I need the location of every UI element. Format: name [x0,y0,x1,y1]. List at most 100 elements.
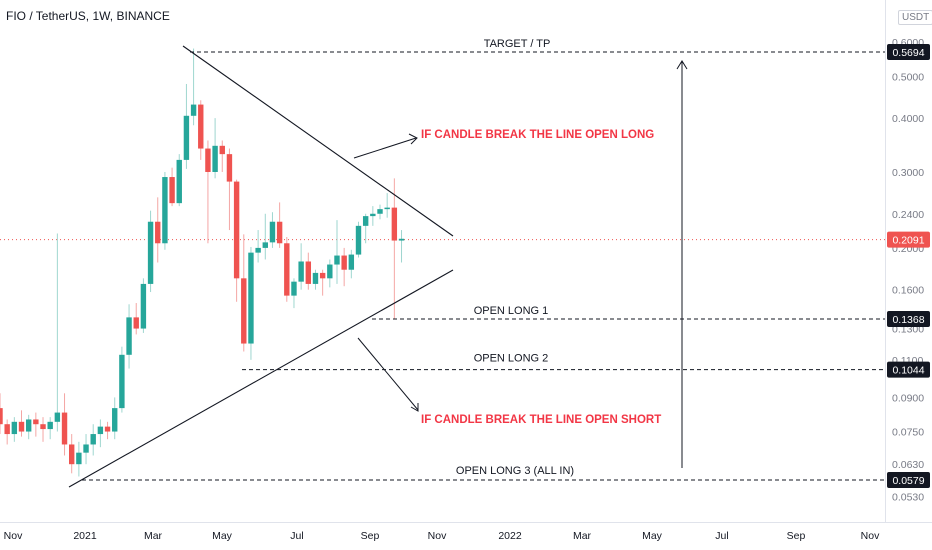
candle-body [25,419,32,432]
level-price-tag [887,311,930,328]
x-tick-label: May [642,530,663,542]
candle-body [18,421,25,432]
candle-body [248,252,254,344]
candle-body [298,261,304,282]
candle-body [341,255,347,270]
short-arrow-shaft [357,337,419,411]
long-arrow-head [408,133,418,145]
candle-body [327,264,333,279]
candle-body [312,272,319,284]
long-arrow-shaft [353,137,417,159]
candle-body [4,424,10,435]
candle-body [133,317,139,329]
y-tick-label: 0.4000 [892,113,924,125]
candle-body [276,221,283,244]
x-tick-label: 2022 [498,530,522,542]
x-tick-label: Mar [573,530,592,542]
candle-body [334,255,340,265]
candle-body [11,421,18,435]
candle-body [155,221,161,244]
candle-body [226,154,233,182]
candle-body [33,419,39,425]
candle-body [377,209,383,214]
candle-body [126,317,132,355]
candle-body [0,408,3,425]
candle-body [140,283,147,329]
x-tick-label: Mar [144,530,163,542]
short-annotation: IF CANDLE BREAK THE LINE OPEN SHORT [421,414,661,426]
y-tick-label: 0.0530 [892,492,924,504]
candle-body [69,444,75,465]
candle-body [61,412,68,445]
candle-body [169,177,175,204]
level-price-tag-text: 0.1368 [892,314,924,326]
y-tick-label: 0.5000 [892,71,924,83]
candle-body [348,254,355,270]
candle-body [241,278,247,344]
short-arrow-head [410,403,419,412]
candle-body [83,444,89,453]
x-tick-label: May [212,530,233,542]
candle-body [162,177,168,244]
currency-badge[interactable]: USDT [898,10,932,25]
candle-body [284,243,290,296]
y-tick-label: 0.0900 [892,392,924,404]
candle-body [176,159,182,204]
symbol-title: FIO / TetherUS, 1W, BINANCE [6,9,170,23]
upper-trendline [182,45,454,237]
candle-body [40,424,46,430]
candle-body [319,272,326,279]
x-tick-label: Sep [361,530,380,542]
x-tick-label: Nov [428,530,447,542]
candle-body [205,148,211,172]
level-price-tag [887,361,930,378]
candle-body [398,238,405,241]
y-tick-label: 0.2400 [892,209,924,221]
candle-body [305,261,312,284]
y-tick-label: 0.3000 [892,167,924,179]
target-arrow-head [676,60,688,70]
current-price-tag-text: 0.2091 [892,235,924,247]
x-tick-label: Nov [4,530,23,542]
level-label: TARGET / TP [484,38,551,50]
level-label: OPEN LONG 3 (ALL IN) [456,465,574,477]
level-label: OPEN LONG 1 [474,305,549,317]
y-tick-label: 0.0750 [892,427,924,439]
long-annotation: IF CANDLE BREAK THE LINE OPEN LONG [421,129,654,141]
candle-body [198,104,204,149]
candle-body [391,207,398,241]
x-tick-label: Sep [787,530,806,542]
candle-body [183,115,190,160]
level-label: OPEN LONG 2 [474,353,549,365]
x-tick-label: Jul [715,530,728,542]
candle-body [370,213,376,217]
candle-body [97,426,104,435]
candle-body [190,104,197,116]
lower-trendline [68,269,454,488]
candle-body [54,412,61,422]
candle-body [90,434,96,445]
candle-body [262,242,268,248]
candle-body [147,221,154,284]
candle-body [291,281,297,296]
candle-body [219,145,225,155]
level-price-tag [887,472,930,488]
x-tick-label: Jul [290,530,303,542]
candle-body [47,421,53,430]
candle-body [269,221,276,243]
candle-body [212,145,218,172]
level-price-tag-text: 0.5694 [892,47,924,59]
y-tick-label: 0.0630 [892,459,924,471]
candle-body [384,207,390,210]
candle-body [104,426,111,432]
y-tick-label: 0.1600 [892,285,924,297]
candle-body [76,452,82,465]
level-price-tag [887,44,930,60]
candle-body [355,225,362,255]
candle-body [119,354,125,409]
level-price-tag-text: 0.1044 [892,365,924,377]
candle-body [362,216,369,226]
x-tick-label: Nov [861,530,880,542]
current-price-tag [887,231,930,248]
